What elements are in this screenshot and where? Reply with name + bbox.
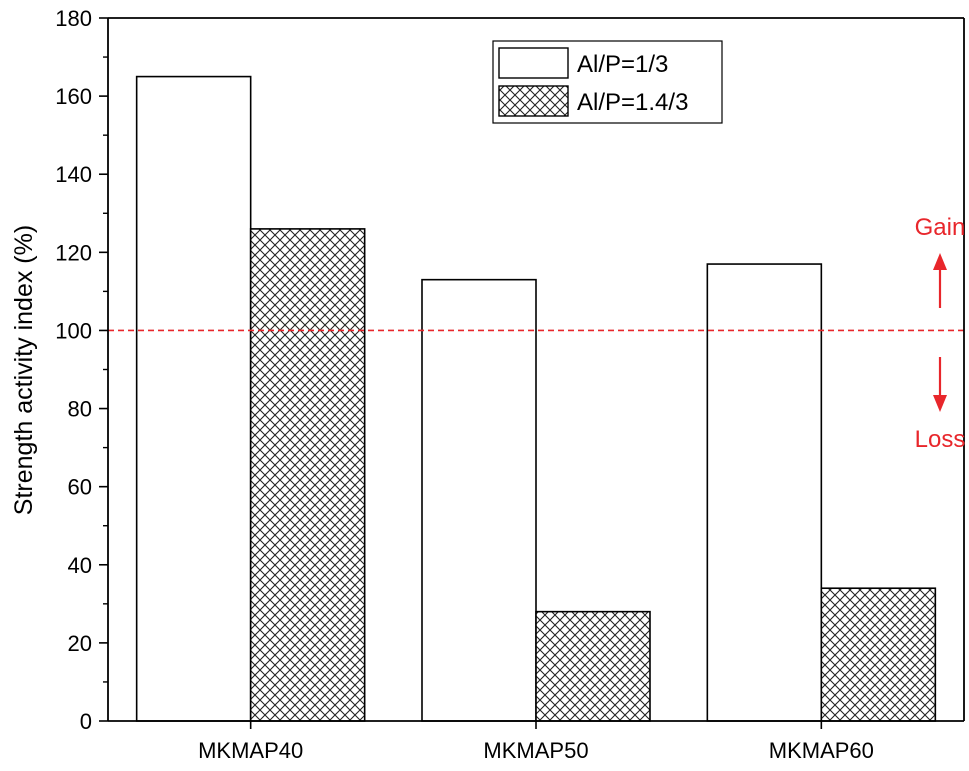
loss-arrow-head [933, 395, 947, 412]
bar-mkmap50-series-1 [421, 278, 537, 722]
y-tick-label: 60 [68, 475, 92, 500]
legend-label-1: Al/P=1/3 [577, 51, 668, 78]
legend-label-2: Al/P=1.4/3 [577, 89, 688, 116]
y-tick-label: 180 [55, 6, 92, 31]
x-tick-label: MKMAP40 [198, 738, 303, 763]
loss-label: Loss [915, 426, 966, 453]
y-tick-label: 100 [55, 318, 92, 343]
gain-arrow-head [933, 253, 947, 270]
bar-mkmap50-series-2 [535, 610, 651, 722]
y-tick-label: 160 [55, 84, 92, 109]
bar-mkmap60-series-1 [706, 263, 823, 722]
legend-swatch-2 [498, 85, 569, 117]
legend: Al/P=1/3 Al/P=1.4/3 [492, 40, 723, 124]
bar-mkmap60-series-2 [820, 587, 937, 722]
x-tick-label: MKMAP50 [483, 738, 588, 763]
y-tick-label: 40 [68, 553, 92, 578]
y-tick-label: 80 [68, 397, 92, 422]
legend-swatch-1 [498, 47, 569, 79]
bar-mkmap40-series-2 [249, 228, 366, 722]
bars-layer [135, 75, 937, 722]
y-tick-label: 0 [80, 709, 92, 734]
y-tick-label: 20 [68, 631, 92, 656]
y-tick-label: 140 [55, 162, 92, 187]
y-tick-label: 120 [55, 240, 92, 265]
axes-layer: MKMAP40 MKMAP50 MKMAP60 0 20 40 60 80 100 120 140 1… [55, 6, 965, 763]
gain-label: Gain [915, 214, 966, 241]
bar-mkmap40-series-1 [135, 75, 252, 722]
y-axis-label: Strength activity index (%) [10, 225, 38, 515]
x-tick-label: MKMAP60 [769, 738, 874, 763]
annotations-layer: Gain Loss [915, 214, 966, 453]
